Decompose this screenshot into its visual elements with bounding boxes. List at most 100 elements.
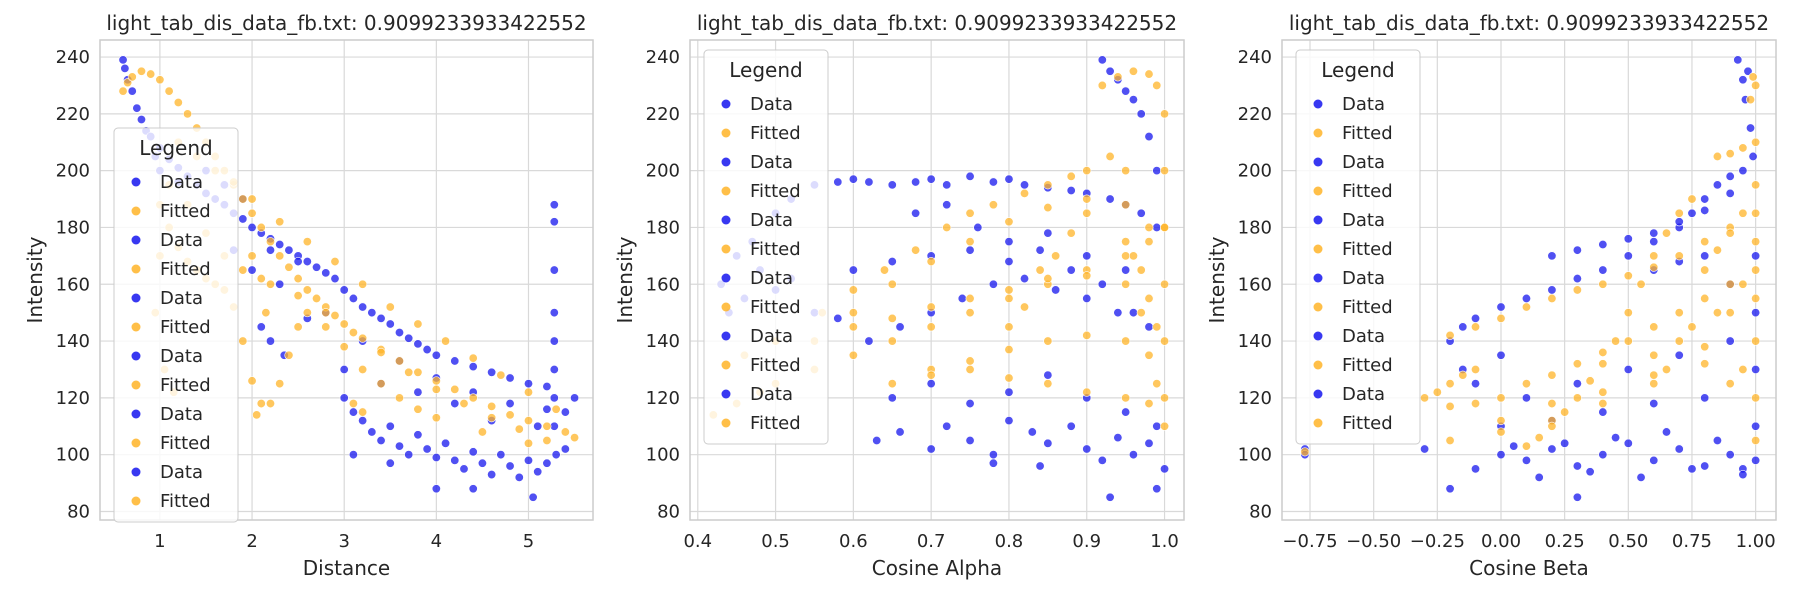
- legend-entry-label: Data: [160, 404, 203, 425]
- data-point: [413, 430, 423, 440]
- fitted-point: [1152, 80, 1162, 90]
- legend-marker: [131, 467, 141, 477]
- data-point: [1152, 484, 1162, 494]
- data-point: [549, 200, 559, 210]
- data-point: [1623, 234, 1633, 244]
- fitted-point: [441, 336, 451, 346]
- fitted-point: [1121, 251, 1131, 261]
- legend-marker: [131, 496, 141, 506]
- data-point: [1623, 438, 1633, 448]
- fitted-point: [1144, 293, 1154, 303]
- data-point: [1496, 350, 1506, 360]
- data-point: [1725, 188, 1735, 198]
- data-point: [394, 328, 404, 338]
- fitted-point: [1066, 228, 1076, 238]
- data-point: [1700, 205, 1710, 215]
- data-point: [120, 63, 130, 73]
- data-point: [1144, 438, 1154, 448]
- fitted-point: [164, 86, 174, 96]
- y-tick-label: 120: [1238, 388, 1272, 409]
- data-point: [1043, 228, 1053, 238]
- fitted-point: [1700, 342, 1710, 352]
- data-point: [957, 293, 967, 303]
- data-point: [1066, 186, 1076, 196]
- data-point: [988, 458, 998, 468]
- fitted-point: [1300, 447, 1310, 457]
- legend-marker: [1313, 302, 1323, 312]
- data-point: [441, 438, 451, 448]
- data-point: [1738, 470, 1748, 480]
- data-point: [1471, 464, 1481, 474]
- fitted-point: [321, 322, 331, 332]
- data-point: [965, 245, 975, 255]
- data-point: [238, 214, 248, 224]
- legend-marker: [1313, 215, 1323, 225]
- fitted-point: [413, 404, 423, 414]
- fitted-point: [1674, 208, 1684, 218]
- fitted-point: [1598, 399, 1608, 409]
- y-tick-label: 120: [56, 388, 90, 409]
- y-tick-label: 120: [646, 388, 680, 409]
- data-point: [1572, 379, 1582, 389]
- fitted-point: [1136, 308, 1146, 318]
- data-point: [1128, 450, 1138, 460]
- data-point: [431, 453, 441, 463]
- fitted-point: [1649, 370, 1659, 380]
- legend-entry-label: Fitted: [160, 259, 211, 280]
- data-point: [1004, 387, 1014, 397]
- legend-entry-label: Fitted: [1342, 413, 1393, 434]
- data-point: [1471, 379, 1481, 389]
- fitted-point: [1004, 285, 1014, 295]
- data-point: [1598, 450, 1608, 460]
- fitted-point: [560, 427, 570, 437]
- data-point: [487, 367, 497, 377]
- legend-entry-label: Fitted: [160, 317, 211, 338]
- fitted-point: [1623, 271, 1633, 281]
- data-point: [505, 399, 515, 409]
- x-tick-label: 3: [338, 531, 349, 552]
- fitted-point: [1751, 265, 1761, 275]
- fitted-point: [1144, 350, 1154, 360]
- legend-entry-label: Data: [160, 172, 203, 193]
- fitted-point: [330, 311, 340, 321]
- fitted-point: [1687, 194, 1697, 204]
- data-point: [864, 336, 874, 346]
- y-tick-label: 80: [67, 501, 90, 522]
- data-point: [549, 265, 559, 275]
- data-point: [1082, 444, 1092, 454]
- fitted-point: [1121, 336, 1131, 346]
- fitted-point: [1043, 379, 1053, 389]
- fitted-point: [358, 333, 368, 343]
- legend-marker: [131, 264, 141, 274]
- legend-entry-label: Fitted: [750, 297, 801, 318]
- legend-entry-label: Data: [1342, 326, 1385, 347]
- scatter-points: [708, 55, 1170, 502]
- data-point: [1458, 322, 1468, 332]
- fitted-point: [1136, 265, 1146, 275]
- fitted-point: [1649, 379, 1659, 389]
- fitted-point: [256, 222, 266, 232]
- data-point: [988, 450, 998, 460]
- fitted-point: [256, 274, 266, 284]
- fitted-point: [965, 208, 975, 218]
- data-point: [1020, 274, 1030, 284]
- fitted-point: [1160, 393, 1170, 403]
- fitted-point: [1547, 421, 1557, 431]
- y-tick-label: 200: [646, 161, 680, 182]
- fitted-point: [1445, 435, 1455, 445]
- data-point: [413, 339, 423, 349]
- legend-marker: [1313, 273, 1323, 283]
- x-tick-label: 0.4: [683, 531, 712, 552]
- data-point: [422, 444, 432, 454]
- legend-box: [1295, 49, 1421, 445]
- fitted-point: [965, 308, 975, 318]
- fitted-point: [1445, 379, 1455, 389]
- data-point: [549, 308, 559, 318]
- y-axis-label: Intensity: [23, 236, 47, 323]
- y-tick-label: 100: [56, 445, 90, 466]
- data-point: [1136, 208, 1146, 218]
- data-point: [450, 399, 460, 409]
- legend-entry-label: Fitted: [160, 433, 211, 454]
- data-point: [911, 177, 921, 187]
- legend-marker: [131, 380, 141, 390]
